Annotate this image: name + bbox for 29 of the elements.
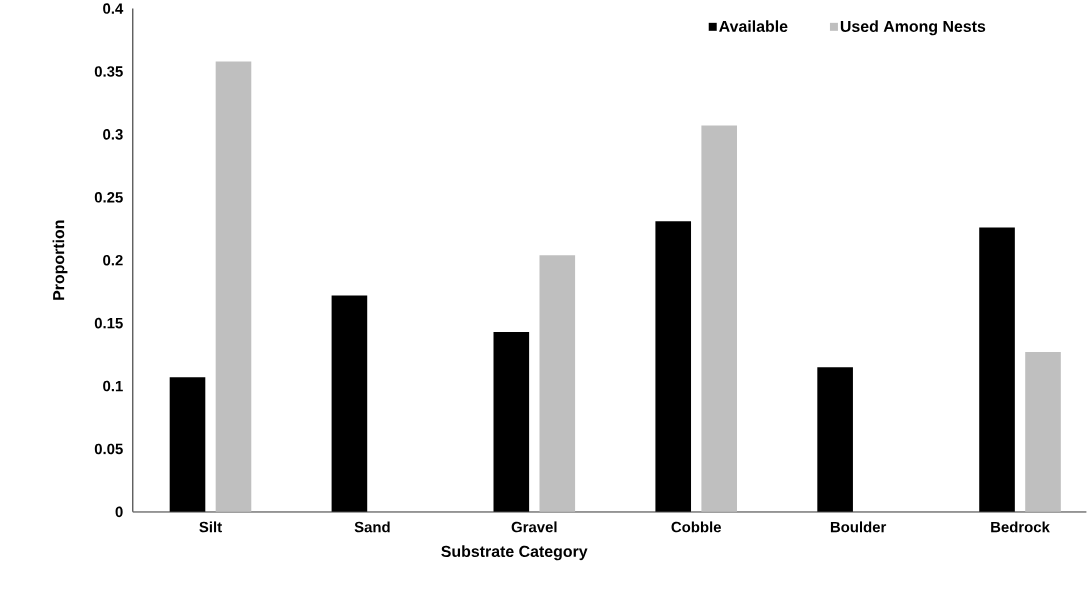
x-tick-label: Sand — [354, 521, 390, 533]
bar — [701, 125, 738, 512]
x-tick-label: Boulder — [830, 521, 887, 533]
y-tick-label: 0.2 — [103, 254, 123, 266]
x-tick-label: Gravel — [511, 521, 557, 533]
x-tick-label: Silt — [199, 521, 222, 533]
y-tick-label: 0.3 — [103, 128, 123, 140]
x-tick-label: Bedrock — [991, 521, 1050, 533]
legend-label: Available — [719, 20, 788, 32]
y-tick-label: 0.25 — [94, 191, 123, 203]
y-tick-label: 0.15 — [94, 317, 123, 329]
bar — [817, 367, 853, 512]
bar — [979, 227, 1015, 512]
y-tick-label: 0.05 — [94, 443, 123, 455]
y-tick-label: 0.35 — [94, 66, 123, 77]
bar — [331, 295, 368, 512]
x-axis-title: Substrate Category — [441, 545, 588, 561]
bar — [215, 61, 252, 512]
bar — [539, 255, 576, 512]
y-tick-label: 0 — [115, 506, 123, 518]
bar — [493, 331, 530, 512]
bar — [169, 377, 206, 512]
legend-label: Used Among Nests — [840, 20, 986, 36]
y-tick-label: 0.4 — [103, 3, 124, 14]
y-axis-title: Proportion — [52, 220, 68, 300]
x-tick-label: Cobble — [671, 521, 721, 533]
bar — [655, 221, 692, 512]
bar — [1025, 351, 1061, 512]
y-tick-label: 0.1 — [103, 380, 123, 392]
